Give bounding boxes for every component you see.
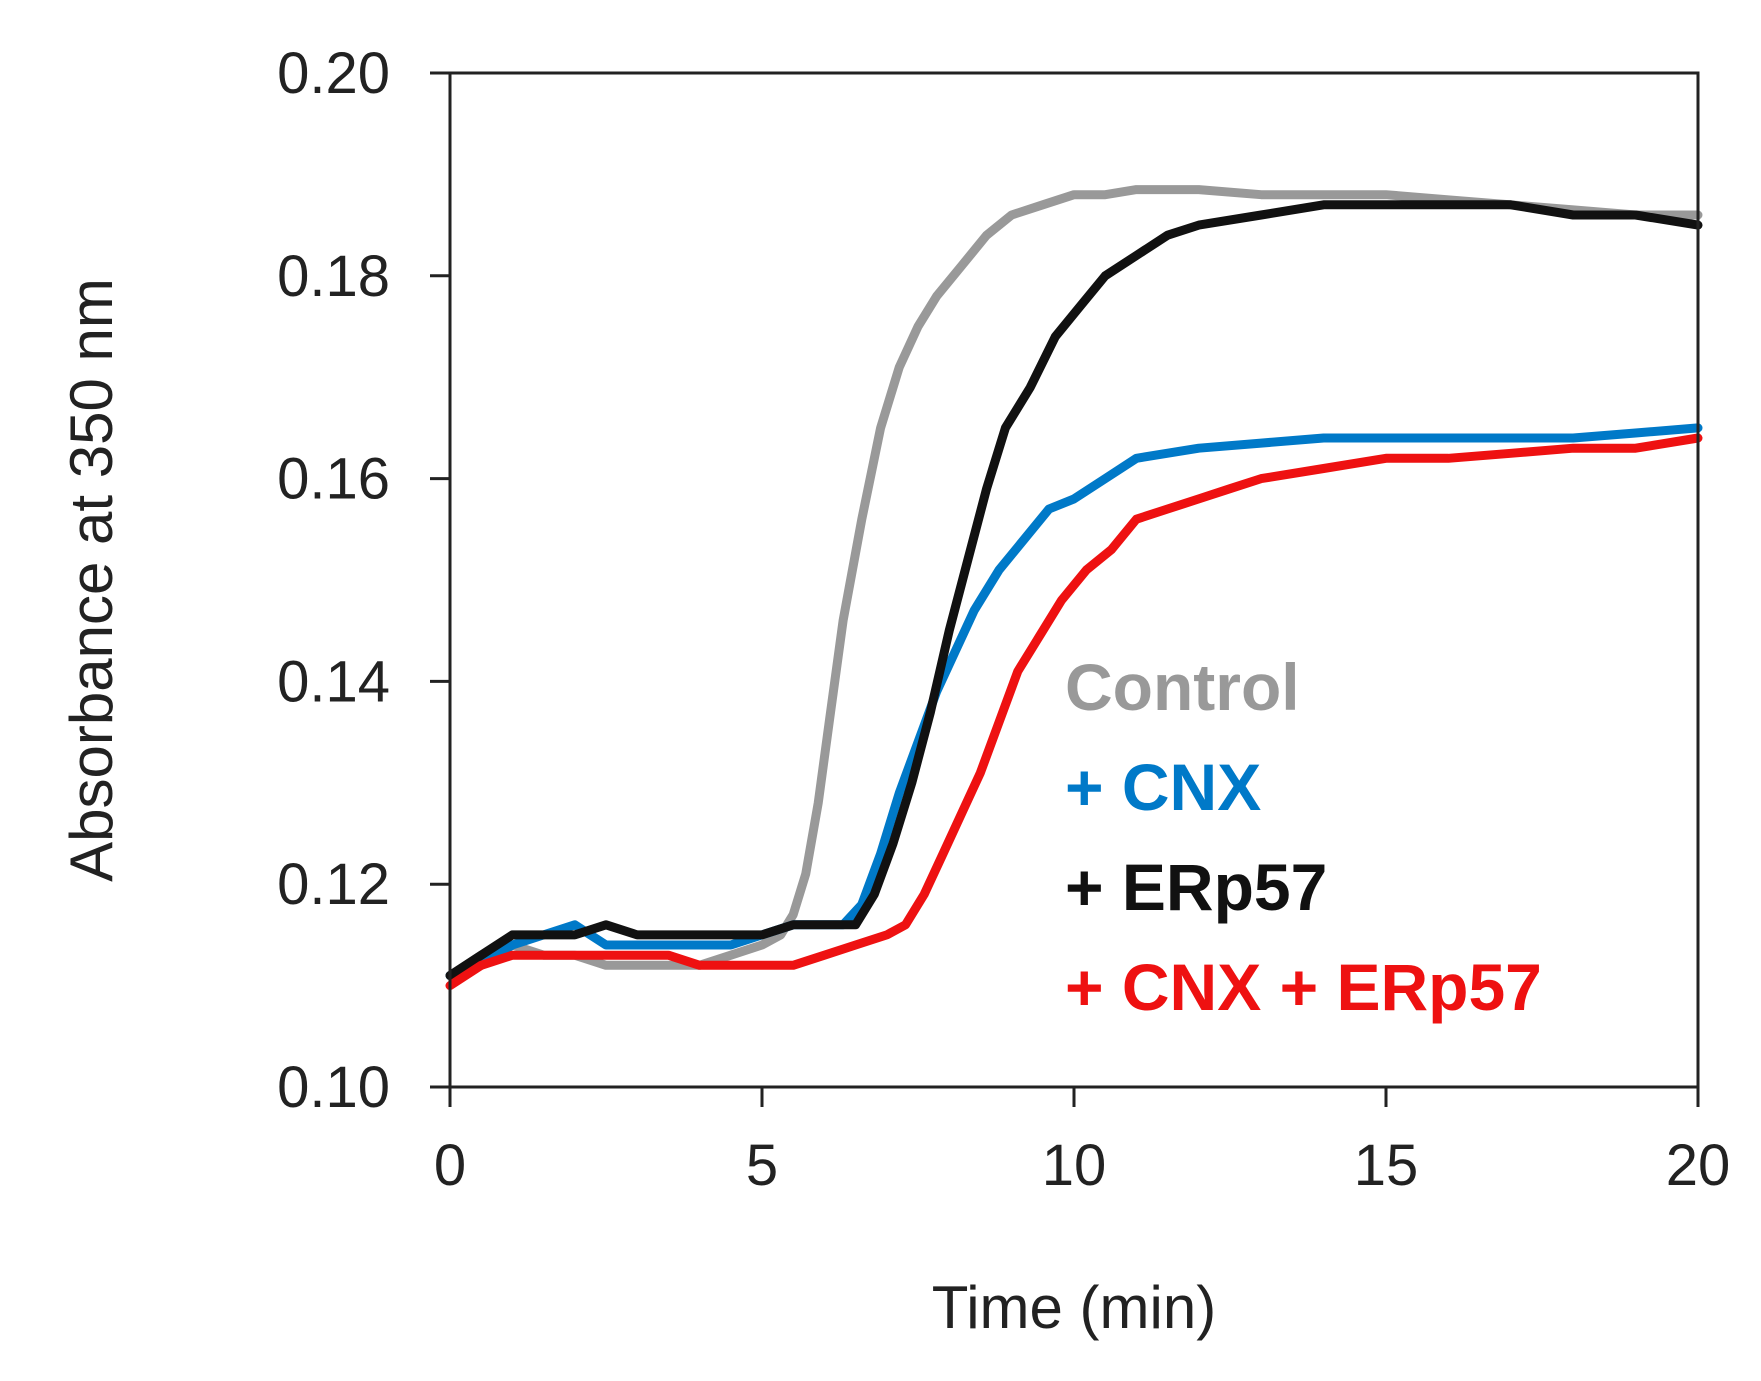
y-tick-label: 0.12 [277, 852, 390, 917]
y-tick-label: 0.14 [277, 649, 390, 714]
y-tick-label: 0.10 [277, 1055, 390, 1120]
x-tick-label: 5 [746, 1133, 778, 1198]
legend-entry-4: + CNX + ERp57 [1065, 950, 1542, 1024]
legend-entry-2: + CNX [1065, 750, 1261, 824]
y-axis-title: Absorbance at 350 nm [58, 278, 125, 882]
y-tick-label: 0.20 [277, 41, 390, 106]
ticks-layer: 0.10 0.12 0.14 0.16 0.18 0.20 0 5 10 15 20 [277, 41, 1730, 1198]
series-line-1 [445, 185, 1703, 980]
y-tick-label: 0.16 [277, 447, 390, 512]
legend: Control + CNX + ERp57 + CNX + ERp57 [1065, 650, 1542, 1024]
legend-entry-3: + ERp57 [1065, 850, 1327, 924]
y-tick-label: 0.18 [277, 244, 390, 309]
x-tick-label: 20 [1666, 1133, 1731, 1198]
series-line-3 [445, 200, 1703, 980]
x-tick-label: 15 [1354, 1133, 1419, 1198]
series-layer [445, 185, 1703, 991]
legend-entry-1: Control [1065, 650, 1300, 724]
x-axis-title: Time (min) [932, 1274, 1216, 1341]
x-tick-label: 0 [434, 1133, 466, 1198]
x-tick-label: 10 [1042, 1133, 1107, 1198]
series-line-4 [445, 433, 1703, 991]
